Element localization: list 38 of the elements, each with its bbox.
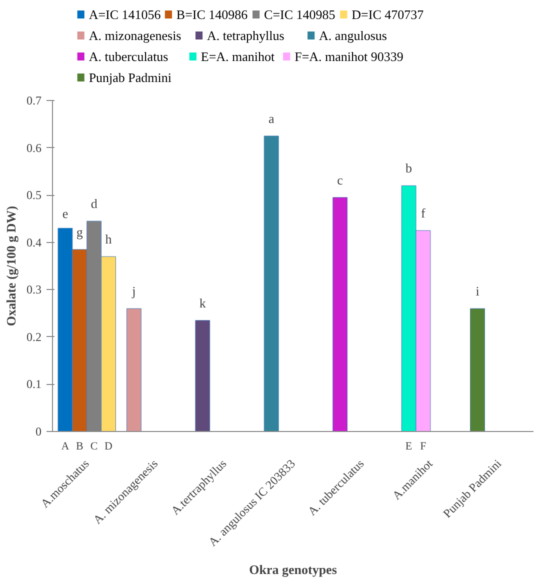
text: D — [104, 440, 113, 452]
data-label: b — [406, 160, 412, 176]
data-label: e — [62, 206, 68, 222]
legend-label: F=A. manihot 90339 — [294, 49, 404, 64]
y-tick-label: 0.7 — [26, 94, 42, 108]
text: F — [420, 440, 426, 452]
y-tick-label: 0.5 — [26, 188, 42, 202]
y-tick-label: 0.6 — [26, 140, 42, 155]
legend-label: A. mizonagenesis — [88, 28, 182, 43]
y-axis-title: Oxalate (g/100 g DW) — [4, 206, 18, 326]
y-tick-label: 0.1 — [26, 377, 42, 392]
legend-label: C=IC 140985 — [264, 7, 336, 22]
text: B — [76, 440, 84, 452]
legend-label: Punjab Padmini — [88, 70, 172, 85]
text: C — [90, 440, 98, 452]
legend-label: A. tetraphyllus — [206, 28, 284, 43]
legend-label: D=IC 470737 — [352, 7, 424, 22]
data-label: g — [76, 224, 84, 240]
data-label: d — [90, 196, 98, 212]
y-tick-label: 0.2 — [26, 330, 42, 344]
data-label: f — [421, 206, 426, 221]
y-tick-label: 0.3 — [26, 282, 42, 297]
y-tick-label: 0 — [36, 424, 42, 438]
data-label: k — [199, 295, 206, 310]
text: E — [405, 440, 412, 452]
data-label: i — [476, 284, 480, 299]
data-label: a — [268, 110, 274, 126]
x-axis-title: Okra genotypes — [249, 562, 337, 577]
legend-label: A=IC 141056 — [88, 7, 162, 22]
data-label: j — [131, 284, 136, 299]
legend-label: A. angulosus — [319, 28, 387, 43]
legend-label: E=A. manihot — [200, 49, 276, 64]
data-label: h — [105, 232, 112, 247]
legend-label: A. tuberculatus — [88, 49, 168, 64]
text: A — [61, 440, 70, 452]
data-label: c — [337, 172, 344, 188]
legend-label: B=IC 140986 — [176, 7, 248, 22]
y-tick-label: 0.4 — [26, 235, 42, 250]
